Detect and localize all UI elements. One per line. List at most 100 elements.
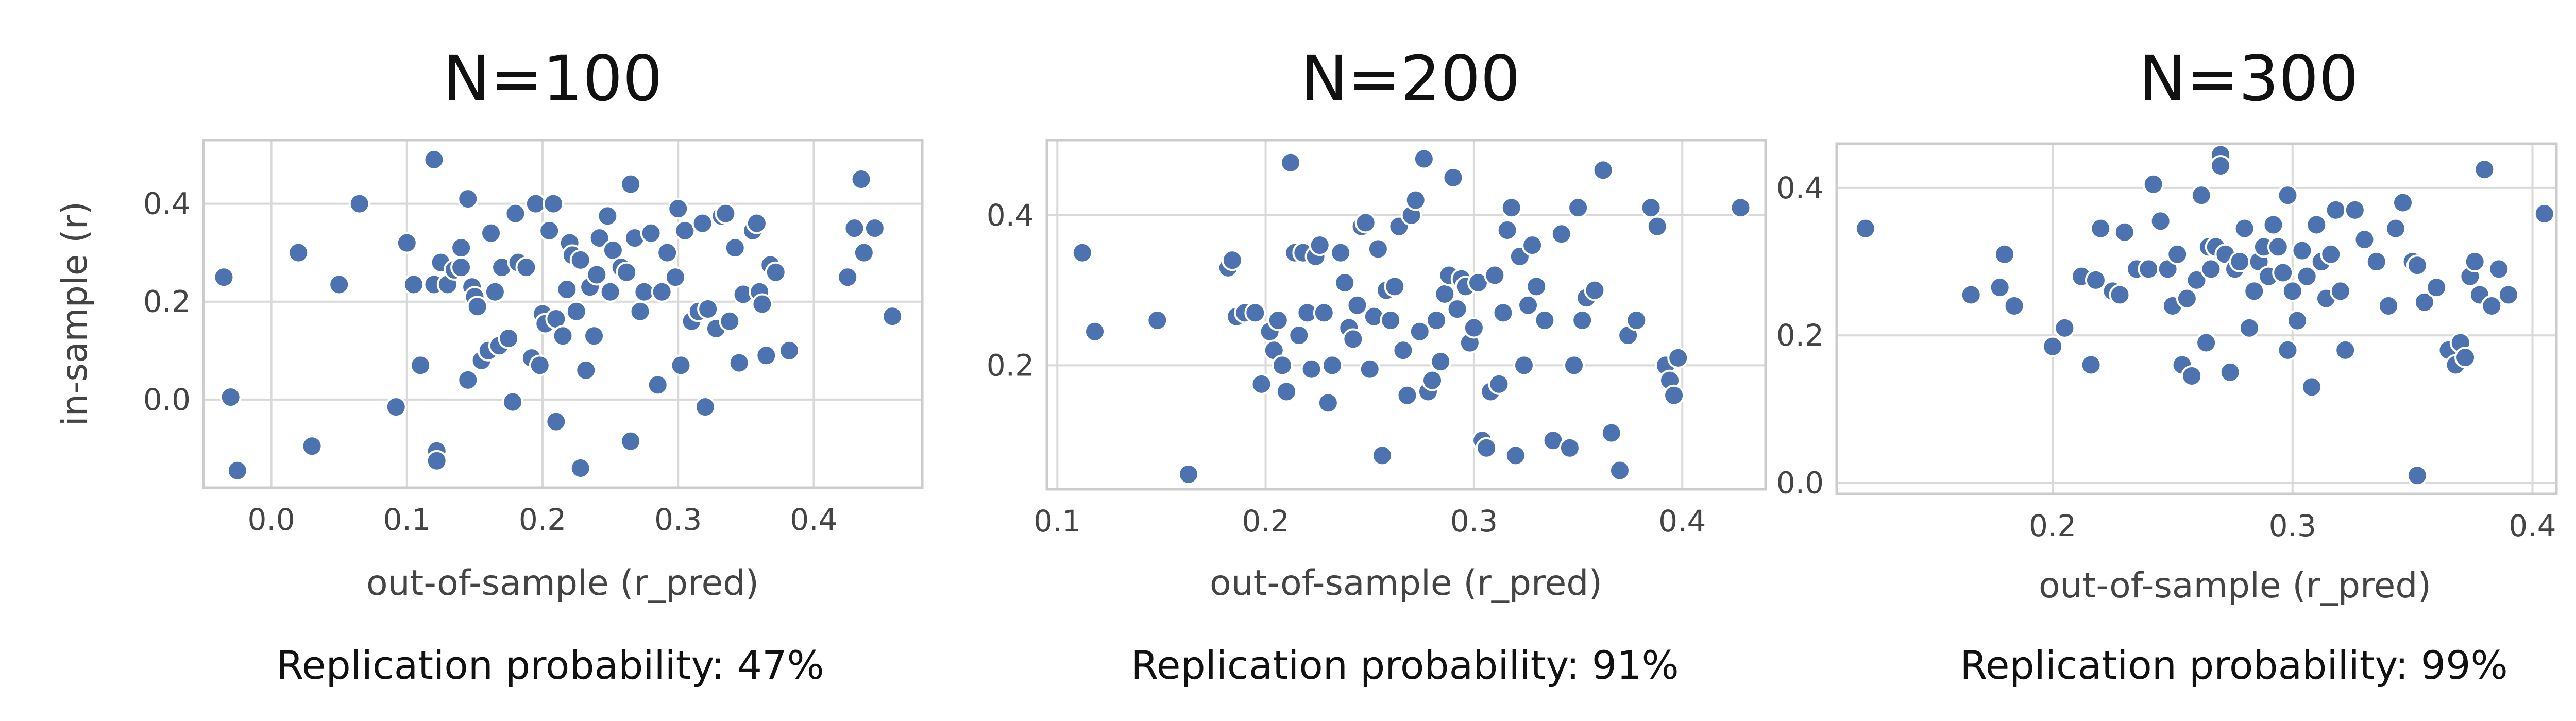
scatter-point	[719, 310, 741, 332]
x-tick-label: 0.3	[654, 502, 702, 537]
scatter-panel-n200: N=200 0.1 0.2 0.3 0.4 0.2 0.4 out-of-sample …	[987, 42, 1767, 688]
scatter-point	[1267, 309, 1289, 331]
scatter-point	[328, 273, 350, 296]
scatter-point	[1071, 242, 1093, 264]
scatter-point	[853, 242, 875, 264]
scatter-point	[1280, 151, 1302, 174]
panel-title: N=200	[1301, 42, 1520, 115]
x-tick-label: 0.1	[1033, 504, 1081, 539]
scatter-point	[2454, 347, 2477, 369]
x-axis-label: out-of-sample (r_pred)	[2039, 565, 2431, 606]
scatter-point	[2291, 239, 2313, 262]
scatter-point	[1430, 351, 1452, 373]
scatter-point	[1571, 309, 1594, 331]
x-axis-label: out-of-sample (r_pred)	[366, 563, 759, 604]
scatter-point	[2042, 335, 2064, 357]
scatter-point	[656, 242, 679, 264]
scatter-point	[2190, 184, 2212, 207]
scatter-point	[529, 354, 551, 376]
scatter-point	[2286, 310, 2309, 332]
scatter-point	[2003, 295, 2025, 317]
scatter-point	[515, 256, 537, 279]
scatter-point	[1359, 358, 1381, 380]
data-points	[1071, 148, 1752, 485]
scatter-point	[755, 345, 777, 367]
y-tick-label: 0.4	[1776, 170, 1824, 205]
scatter-point	[651, 281, 673, 303]
replication-caption: Replication probability: 91%	[1131, 642, 1679, 688]
scatter-point	[2272, 262, 2294, 284]
scatter-point	[2406, 465, 2428, 487]
scatter-point	[2329, 280, 2351, 302]
scatter-point	[1500, 197, 1522, 219]
scatter-point	[1646, 215, 1668, 237]
scatter-point	[745, 212, 768, 234]
scatter-point	[2488, 258, 2510, 280]
scatter-point	[1496, 219, 1518, 241]
scatter-point	[2301, 376, 2323, 398]
x-tick-label: 0.0	[247, 502, 295, 537]
scatter-point	[426, 450, 448, 472]
scatter-point	[1989, 277, 2011, 299]
scatter-point	[466, 296, 488, 318]
scatter-point	[588, 227, 611, 249]
scatter-point	[583, 325, 605, 347]
scatter-point	[1271, 354, 1293, 376]
scatter-point	[1567, 197, 1589, 219]
x-tick-label: 0.4	[2509, 508, 2556, 543]
scatter-point	[569, 249, 591, 271]
scatter-point	[569, 457, 591, 479]
scatter-point	[2181, 365, 2203, 387]
scatter-point	[2277, 184, 2299, 207]
y-tick-label: 0.0	[1776, 466, 1824, 501]
scatter-point	[778, 339, 801, 362]
scatter-point	[2296, 265, 2318, 287]
scatter-point	[1354, 212, 1377, 234]
scatter-point	[1371, 444, 1393, 467]
scatter-point	[545, 410, 567, 433]
scatter-point	[1309, 234, 1331, 256]
scatter-panel-n100: N=100 0.0 0.1 0.2 0.3 0.4 0.0 0.2 0.4 out-of-s…	[55, 42, 924, 688]
scatter-point	[640, 222, 662, 244]
data-points	[1854, 144, 2555, 487]
scatter-point	[348, 193, 370, 215]
scatter-point	[1346, 294, 1368, 316]
scatter-point	[2306, 214, 2328, 236]
scatter-point	[2243, 280, 2265, 302]
scatter-point	[1513, 354, 1535, 376]
scatter-point	[2378, 295, 2400, 317]
scatter-point	[396, 232, 418, 254]
scatter-point	[2142, 173, 2164, 195]
scatter-point	[2533, 203, 2555, 225]
scatter-point	[1960, 284, 1982, 306]
scatter-point	[1413, 148, 1435, 170]
scatter-point	[1517, 294, 1539, 316]
scatter-point	[2464, 251, 2486, 273]
scatter-point	[1321, 354, 1343, 376]
x-axis-label: out-of-sample (r_pred)	[1210, 563, 1602, 604]
scatter-point	[1550, 223, 1572, 245]
scatter-point	[2054, 317, 2076, 339]
scatter-point	[2138, 258, 2160, 280]
scatter-point	[2426, 277, 2448, 299]
scatter-point	[751, 293, 773, 315]
y-tick-label: 0.4	[143, 186, 191, 221]
scatter-point	[2113, 221, 2136, 243]
scatter-point	[1330, 242, 1352, 264]
scatter-point	[1146, 309, 1168, 331]
scatter-point	[586, 264, 608, 286]
scatter-point	[1521, 234, 1544, 256]
scatter-point	[2166, 243, 2189, 265]
scatter-point	[850, 168, 872, 191]
scatter-point	[1463, 317, 1485, 339]
scatter-point	[694, 396, 716, 418]
scatter-point	[1730, 197, 1752, 219]
scatter-point	[1288, 324, 1310, 347]
scatter-point	[697, 298, 719, 320]
scatter-point	[484, 281, 506, 303]
y-tick-labels: 0.2 0.4	[987, 198, 1034, 383]
scatter-point	[1526, 276, 1548, 298]
scatter-point	[2344, 199, 2366, 221]
x-tick-label: 0.4	[1658, 504, 1706, 539]
plot-frame	[202, 139, 924, 489]
